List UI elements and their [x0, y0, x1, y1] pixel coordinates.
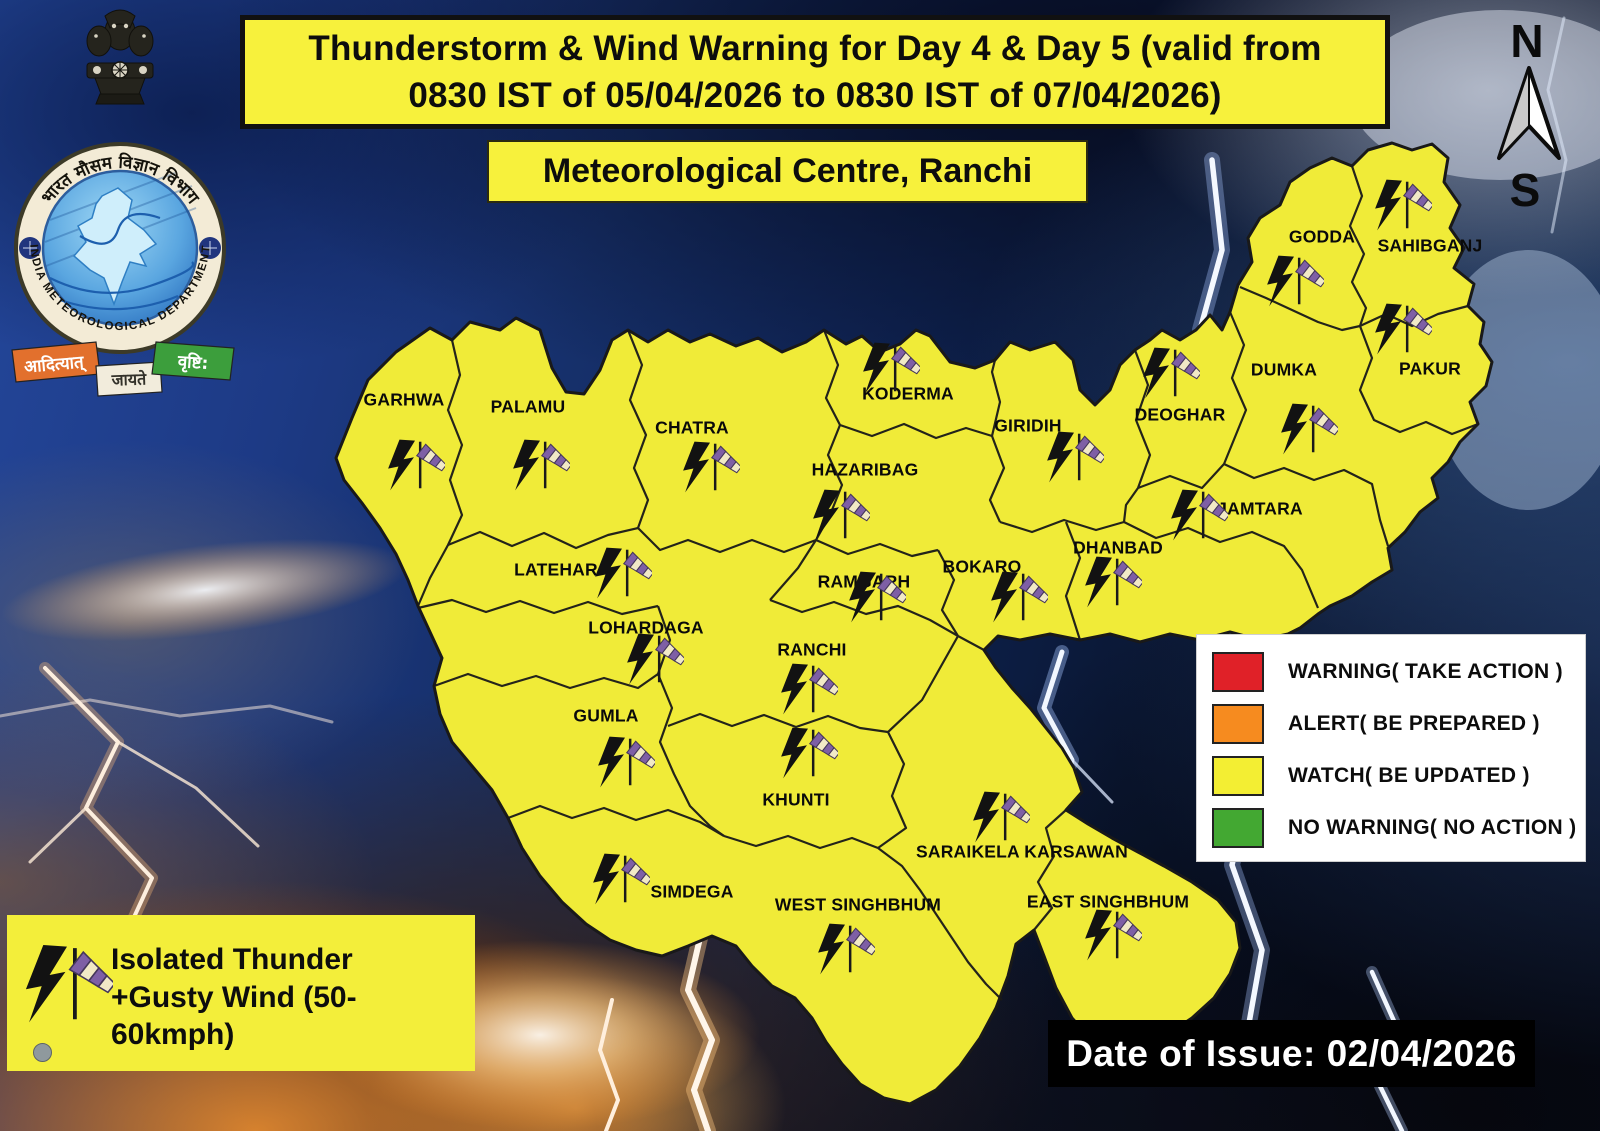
- thunder-gustywind-icon: [1082, 909, 1144, 967]
- motto-right: वृष्टि:: [176, 351, 209, 374]
- thunder-gustywind-icon: [1044, 431, 1106, 489]
- thunder-gustywind-icon: [815, 923, 877, 981]
- thunder-gustywind-icon: [988, 571, 1050, 629]
- legend-swatch-no-warning: [1212, 808, 1264, 848]
- flash-flare: [1, 538, 409, 642]
- district-label-west-singhbhum: WEST SINGHBHUM: [774, 894, 942, 915]
- district-label-giridih: GIRIDIH: [994, 415, 1062, 436]
- note-text: Isolated Thunder +Gusty Wind (50-60kmph): [111, 943, 357, 1051]
- thunder-gustywind-icon: [1082, 556, 1144, 614]
- thunder-gustywind-icon: [21, 945, 116, 1029]
- date-of-issue: Date of Issue: 02/04/2026: [1066, 1032, 1517, 1074]
- thunder-gustywind-icon: [624, 633, 686, 691]
- district-label-jamtara: JAMTARA: [1217, 498, 1303, 519]
- compass-arrow-icon: [1497, 66, 1561, 160]
- lightning-bolt: [1546, 16, 1568, 234]
- district-label-lohardaga: LOHARDAGA: [588, 617, 704, 638]
- district-label-ranchi: RANCHI: [777, 639, 847, 660]
- district-label-garhwa: GARHWA: [363, 389, 445, 410]
- thunder-gustywind-icon: [846, 571, 908, 629]
- legend-label: WATCH( BE UPDATED ): [1288, 764, 1530, 787]
- centre-name: Meteorological Centre, Ranchi: [542, 152, 1033, 190]
- thunder-gustywind-icon: [1372, 179, 1434, 237]
- thunder-gustywind-icon: [970, 791, 1032, 849]
- lightning-bolt: [598, 998, 620, 1131]
- legend-swatch-watch: [1212, 756, 1264, 796]
- imd-seal-icon: भारत मौसम विज्ञान विभाग INDIA METEOROLOG…: [14, 142, 226, 354]
- lightning-branch: [28, 740, 260, 864]
- lightning-bolt: [685, 935, 715, 1131]
- district-label-koderma: KODERMA: [862, 383, 954, 404]
- thunder-gustywind-icon: [1264, 255, 1326, 313]
- thunder-gustywind-icon: [590, 853, 652, 911]
- thunder-gustywind-icon: [778, 663, 840, 721]
- district-label-latehar: LATEHAR: [514, 559, 598, 580]
- legend-label: WARNING( TAKE ACTION ): [1288, 660, 1563, 683]
- thunder-gustywind-icon: [860, 342, 922, 400]
- legend-row-no-warning: NO WARNING( NO ACTION ): [1212, 802, 1586, 854]
- compass-south-label: S: [1509, 164, 1541, 216]
- thunder-gustywind-icon: [510, 439, 572, 497]
- district-label-chatra: CHATRA: [655, 417, 729, 438]
- title-banner: Thunderstorm & Wind Warning for Day 4 & …: [240, 15, 1390, 129]
- warning-legend: WARNING( TAKE ACTION ) ALERT( BE PREPARE…: [1196, 634, 1586, 862]
- thunder-gustywind-icon: [592, 547, 654, 605]
- imd-logo-block: भारत मौसम विज्ञान विभाग INDIA METEOROLOG…: [0, 0, 250, 410]
- district-label-deoghar: DEOGHAR: [1134, 404, 1226, 425]
- district-label-saraikela-karsawan: SARAIKELA KARSAWAN: [916, 841, 1128, 862]
- district-label-dhanbad: DHANBAD: [1073, 537, 1163, 558]
- legend-label: NO WARNING( NO ACTION ): [1288, 816, 1577, 839]
- district-borders: [416, 165, 1479, 1001]
- date-banner: Date of Issue: 02/04/2026: [1048, 1020, 1535, 1087]
- district-label-gumla: GUMLA: [573, 705, 639, 726]
- subtitle-banner: Meteorological Centre, Ranchi: [487, 140, 1088, 203]
- lightning-bolt: [0, 698, 334, 724]
- district-label-simdega: SIMDEGA: [650, 881, 734, 902]
- thunder-gustywind-icon: [385, 439, 447, 497]
- legend-row-warning: WARNING( TAKE ACTION ): [1212, 646, 1586, 698]
- thunder-gustywind-icon: [1372, 303, 1434, 361]
- legend-row-watch: WATCH( BE UPDATED ): [1212, 750, 1586, 802]
- thunder-gustywind-icon: [1278, 403, 1340, 461]
- compass: N S: [1468, 18, 1578, 238]
- thunder-gustywind-icon: [1140, 347, 1202, 405]
- district-label-sahibganj: SAHIBGANJ: [1377, 235, 1483, 256]
- district-label-pakur: PAKUR: [1399, 358, 1461, 379]
- district-label-godda: GODDA: [1288, 226, 1356, 247]
- lightning-branch: [1070, 758, 1114, 804]
- compass-north-label: N: [1510, 15, 1544, 67]
- legend-label: ALERT( BE PREPARED ): [1288, 712, 1540, 735]
- district-label-palamu: PALAMU: [490, 396, 566, 417]
- legend-swatch-warning: [1212, 652, 1264, 692]
- thunder-gustywind-icon: [595, 736, 657, 794]
- legend-row-alert: ALERT( BE PREPARED ): [1212, 698, 1586, 750]
- district-label-east-singhbhum: EAST SINGHBHUM: [1026, 891, 1190, 912]
- district-label-dumka: DUMKA: [1250, 359, 1318, 380]
- thunder-gustywind-icon: [810, 489, 872, 547]
- thunder-gustywind-icon: [1168, 489, 1230, 547]
- legend-swatch-alert: [1212, 704, 1264, 744]
- district-label-khunti: KHUNTI: [762, 789, 830, 810]
- motto-ribbon: आदित्यात् जायते वृष्टि:: [11, 341, 235, 397]
- icon-key-note: Isolated Thunder +Gusty Wind (50-60kmph): [7, 915, 475, 1071]
- bullet-dot: [33, 1043, 52, 1062]
- poster-title: Thunderstorm & Wind Warning for Day 4 & …: [308, 28, 1322, 115]
- district-label-bokaro: BOKARO: [942, 556, 1022, 577]
- thunder-gustywind-icon: [778, 727, 840, 785]
- national-emblem-icon: [86, 9, 154, 105]
- motto-mid: जायते: [110, 369, 147, 389]
- district-label-hazaribag: HAZARIBAG: [811, 459, 919, 480]
- thunder-gustywind-icon: [680, 441, 742, 499]
